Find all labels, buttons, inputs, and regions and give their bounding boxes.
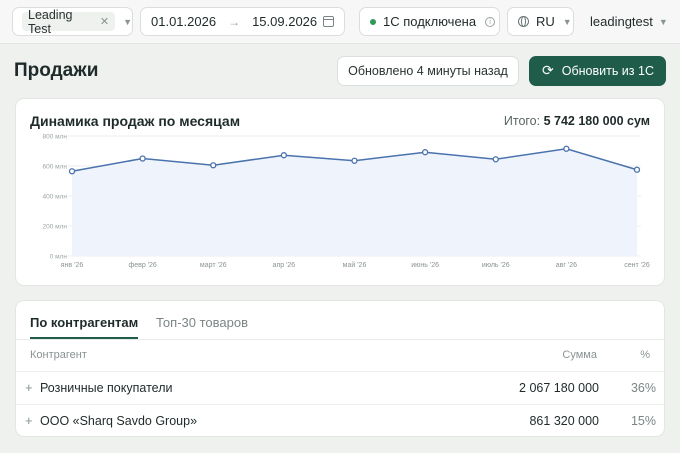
breakdown-card: По контрагентам Топ-30 товаров Контраген… bbox=[15, 300, 665, 437]
counterparty-name: Розничные покупатели bbox=[40, 381, 173, 395]
refresh-from-1c-button[interactable]: ⟳ Обновить из 1С bbox=[529, 56, 666, 86]
y-tick-label: 400 млн bbox=[42, 194, 67, 201]
data-point bbox=[351, 157, 358, 164]
data-point bbox=[492, 156, 499, 163]
chevron-down-icon: ▼ bbox=[658, 16, 668, 27]
expand-icon[interactable]: + bbox=[25, 413, 33, 428]
close-icon[interactable]: ✕ bbox=[99, 16, 110, 28]
page-title: Продажи bbox=[14, 60, 99, 81]
header-divider bbox=[16, 371, 664, 372]
series-area bbox=[72, 148, 637, 256]
total-label: Итого: bbox=[503, 114, 541, 128]
counterparty-percent: 15% bbox=[630, 414, 656, 428]
x-tick-label: май '26 bbox=[343, 261, 367, 269]
y-tick-label: 800 млн bbox=[42, 134, 67, 141]
chevron-down-icon[interactable]: ▼ bbox=[123, 16, 132, 27]
organization-select[interactable]: Leading Test ✕ ▼ bbox=[12, 7, 133, 36]
table-row[interactable]: + Розничные покупатели 2 067 180 000 36% bbox=[16, 372, 666, 404]
data-point bbox=[421, 149, 429, 156]
organization-chip-label: Leading Test bbox=[28, 7, 73, 36]
date-range-picker[interactable]: 01.01.2026 → 15.09.2026 bbox=[140, 7, 345, 36]
refresh-button-label: Обновить из 1С bbox=[561, 64, 654, 78]
connection-status-label: 1С подключена bbox=[383, 14, 477, 29]
date-to[interactable]: 15.09.2026 bbox=[252, 14, 318, 29]
language-select[interactable]: RU ▼ bbox=[507, 7, 574, 36]
organization-chip: Leading Test ✕ bbox=[22, 8, 116, 36]
data-point bbox=[210, 162, 217, 169]
x-tick-label: сент '26 bbox=[624, 262, 650, 269]
y-tick-label: 200 млн bbox=[42, 224, 67, 231]
data-point bbox=[68, 168, 76, 175]
counterparty-sum: 2 067 180 000 bbox=[519, 381, 599, 395]
row-divider bbox=[16, 404, 664, 405]
tab-by-counterparty[interactable]: По контрагентам bbox=[30, 315, 139, 339]
info-icon[interactable]: i bbox=[485, 16, 496, 27]
chart-total: Итого: 5 742 180 000 сум bbox=[504, 114, 650, 128]
language-label: RU bbox=[536, 14, 555, 29]
tab-top-30-products[interactable]: Топ-30 товаров bbox=[156, 315, 248, 330]
user-name: leadingtest bbox=[590, 14, 653, 29]
refresh-icon: ⟳ bbox=[542, 63, 554, 79]
data-point bbox=[633, 166, 641, 173]
top-bar: Leading Test ✕ ▼ 01.01.2026 → 15.09.2026… bbox=[0, 0, 680, 44]
x-tick-label: июль '26 bbox=[482, 262, 510, 269]
counterparty-sum: 861 320 000 bbox=[529, 414, 599, 428]
x-tick-label: март '26 bbox=[200, 262, 227, 269]
user-menu[interactable]: leadingtest ▼ bbox=[590, 14, 668, 29]
chart-title: Динамика продаж по месяцам bbox=[30, 113, 241, 129]
x-tick-label: июнь '26 bbox=[411, 262, 439, 269]
calendar-icon[interactable] bbox=[323, 16, 334, 27]
column-header-counterparty[interactable]: Контрагент bbox=[30, 349, 87, 361]
globe-icon bbox=[518, 16, 529, 27]
sales-line-chart: 0 млн 200 млн 400 млн 600 млн 800 млн янв '26… bbox=[42, 134, 650, 270]
data-point bbox=[139, 155, 146, 162]
y-tick-label: 0 млн bbox=[50, 254, 68, 261]
connection-status[interactable]: 1С подключена i bbox=[359, 7, 500, 36]
column-header-percent[interactable]: % bbox=[640, 349, 650, 361]
counterparty-name: ООО «Sharq Savdo Group» bbox=[40, 414, 198, 428]
table-row[interactable]: + ООО «Sharq Savdo Group» 861 320 000 15… bbox=[16, 405, 666, 437]
chevron-down-icon: ▼ bbox=[562, 16, 572, 27]
arrow-right-icon: → bbox=[228, 14, 241, 29]
data-point bbox=[280, 152, 288, 159]
x-tick-label: апр '26 bbox=[273, 262, 296, 269]
updated-status-button[interactable]: Обновлено 4 минуты назад bbox=[337, 56, 519, 86]
total-value: 5 742 180 000 сум bbox=[543, 114, 650, 128]
date-from[interactable]: 01.01.2026 bbox=[151, 14, 217, 29]
data-point bbox=[563, 145, 570, 152]
y-tick-label: 600 млн bbox=[42, 164, 67, 171]
column-header-sum[interactable]: Сумма bbox=[562, 349, 597, 361]
sales-chart-card: Динамика продаж по месяцам Итого: 5 742 … bbox=[15, 98, 665, 286]
expand-icon[interactable]: + bbox=[25, 380, 33, 395]
x-tick-label: авг '26 bbox=[556, 262, 577, 269]
status-dot bbox=[370, 18, 376, 25]
x-tick-label: февр '26 bbox=[128, 262, 156, 269]
tabs-divider bbox=[16, 339, 664, 340]
counterparty-percent: 36% bbox=[630, 381, 656, 395]
x-tick-label: янв '26 bbox=[61, 262, 84, 269]
